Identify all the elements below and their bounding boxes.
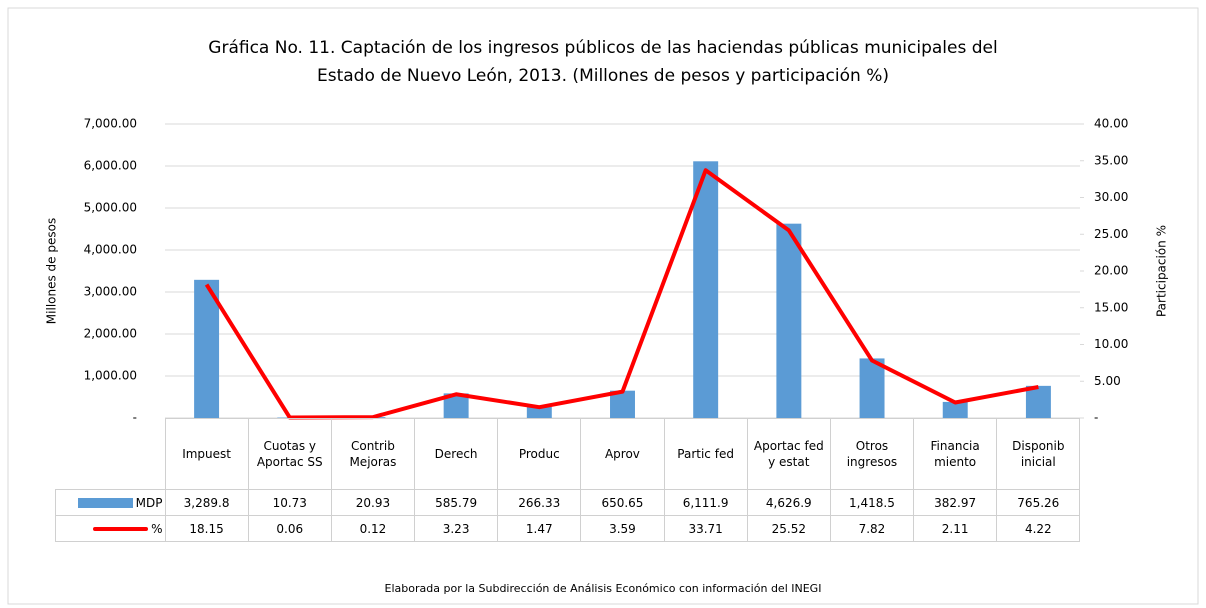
x-tick-label: Aprov xyxy=(580,418,665,490)
data-label: 18.15 xyxy=(164,515,249,542)
x-tick-label: Cuotas y Aportac SS xyxy=(247,418,332,490)
y2-tick-label: 5.00 xyxy=(1094,374,1121,388)
frame xyxy=(7,7,1199,605)
x-tick-label: Partic fed xyxy=(663,418,748,490)
y2-tick-label: 40.00 xyxy=(1094,117,1128,131)
data-label: 2.11 xyxy=(913,515,998,542)
y2-axis-label: Participación % xyxy=(1155,225,1169,317)
y-tick-label: 3,000.00 xyxy=(84,285,137,299)
bar xyxy=(610,390,635,418)
data-label: 4.22 xyxy=(996,515,1081,542)
legend-label: MDP xyxy=(135,495,163,510)
data-label: 3,289.8 xyxy=(164,489,249,516)
y-tick-label: 6,000.00 xyxy=(84,159,137,173)
bar xyxy=(776,223,802,418)
chart-title: Gráfica No. 11. Captación de los ingreso… xyxy=(208,38,998,58)
data-table: Impuest Cuotas y Aportac SS Contrib Mejora… xyxy=(55,418,1081,542)
x-tick-label: Derech xyxy=(414,418,499,490)
x-tick-label: Produc xyxy=(497,418,582,490)
data-label: 33.71 xyxy=(663,515,748,542)
data-label: 0.12 xyxy=(330,515,416,542)
data-label: 10.73 xyxy=(247,489,332,516)
x-tick-label: Contrib Mejoras xyxy=(330,418,416,490)
bar xyxy=(194,279,220,418)
data-label: 0.06 xyxy=(247,515,332,542)
data-label: 585.79 xyxy=(414,489,499,516)
y-tick-label: 1,000.00 xyxy=(84,369,137,383)
y2-tick-label: 30.00 xyxy=(1094,190,1128,204)
y-tick-label: 2,000.00 xyxy=(84,327,137,341)
legend-cell: % xyxy=(55,515,166,542)
y2-tick-label: 25.00 xyxy=(1094,227,1128,241)
data-label: 3.23 xyxy=(414,515,499,542)
y-axis-label: Millones de pesos xyxy=(45,218,59,324)
source-note: Elaborada por la Subdirección de Análisi… xyxy=(384,582,822,595)
x-tick-label: Otros ingresos xyxy=(829,418,915,490)
y-tick-label: - xyxy=(133,411,137,425)
y2-tick-label: - xyxy=(1094,411,1098,425)
table-row: % 18.15 0.06 0.12 3.23 1.47 3.59 33.71 25.52 7.82… xyxy=(55,515,1081,542)
data-label: 266.33 xyxy=(497,489,582,516)
bar xyxy=(693,161,719,418)
data-label: 3.59 xyxy=(580,515,665,542)
x-tick-label: Impuest xyxy=(164,418,249,490)
y2-tick-label: 15.00 xyxy=(1094,300,1128,314)
y2-tick-label: 35.00 xyxy=(1094,153,1128,167)
bar xyxy=(942,401,968,418)
data-label: 20.93 xyxy=(330,489,416,516)
data-label: 382.97 xyxy=(913,489,998,516)
data-label: 4,626.9 xyxy=(746,489,831,516)
x-tick-label: Aportac fed y estat xyxy=(746,418,831,490)
x-tick-label: Disponib inicial xyxy=(996,418,1081,490)
data-label: 25.52 xyxy=(746,515,831,542)
y-tick-label: 4,000.00 xyxy=(84,243,137,257)
legend-key xyxy=(93,527,149,531)
x-tick-label: Financia miento xyxy=(913,418,998,490)
chart-title: Estado de Nuevo León, 2013. (Millones de… xyxy=(317,66,889,86)
table-row: Impuest Cuotas y Aportac SS Contrib Mejora… xyxy=(56,418,1081,490)
table-corner xyxy=(56,419,166,490)
data-label: 6,111.9 xyxy=(663,489,748,516)
data-label: 1,418.5 xyxy=(829,489,915,516)
bar xyxy=(526,406,552,418)
data-label: 1.47 xyxy=(497,515,582,542)
table-row: MDP 3,289.8 10.73 20.93 585.79 266.33 650.65 6,… xyxy=(55,489,1081,516)
legend-label: % xyxy=(151,521,163,536)
bar xyxy=(1025,385,1051,418)
data-label: 650.65 xyxy=(580,489,665,516)
y2-tick-label: 20.00 xyxy=(1094,264,1128,278)
y-tick-label: 7,000.00 xyxy=(84,117,137,131)
line xyxy=(204,168,1039,420)
y2-tick-label: 10.00 xyxy=(1094,337,1128,351)
data-label: 7.82 xyxy=(829,515,915,542)
data-label: 765.26 xyxy=(996,489,1081,516)
y-tick-label: 5,000.00 xyxy=(84,201,137,215)
legend-key xyxy=(77,498,133,508)
bar xyxy=(859,358,885,418)
legend-cell: MDP xyxy=(55,489,166,516)
